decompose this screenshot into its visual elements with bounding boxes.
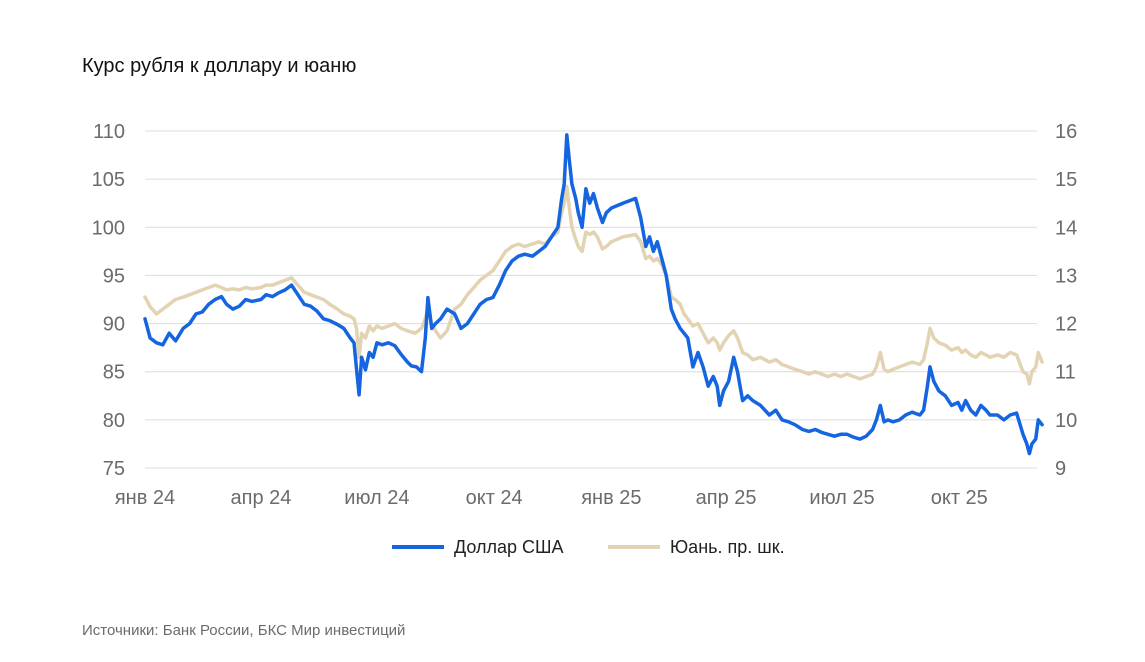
y-left-tick-label: 100 [92,217,125,239]
x-axis: янв 24 апр 24 июл 24 окт 24 янв 25 апр 25 июл … [115,487,988,509]
legend-item-usd: Доллар США [392,537,564,557]
x-tick-label: окт 24 [466,487,523,509]
y-left-tick-label: 105 [92,169,125,191]
series-line-usd [143,133,1044,456]
x-tick-label: июл 25 [809,487,874,509]
grid [145,130,1037,469]
source-note: Источники: Банк России, БКС Мир инвестиц… [82,622,405,639]
y-right-tick-label: 16 [1055,121,1077,143]
x-tick-label: апр 24 [231,487,292,509]
y-left-tick-label: 110 [93,121,125,143]
y-right-axis: 16 15 14 13 12 11 10 9 [1055,121,1077,480]
legend-label-yuan: Юань. пр. шк. [670,537,785,557]
y-left-tick-label: 95 [103,265,125,287]
y-left-tick-label: 75 [103,458,125,480]
y-right-tick-label: 12 [1055,314,1077,336]
legend-item-yuan: Юань. пр. шк. [608,537,785,557]
y-left-axis: 110 105 100 95 90 85 80 75 [92,121,125,480]
legend: Доллар США Юань. пр. шк. [392,537,785,557]
x-tick-label: янв 25 [581,487,641,509]
x-tick-label: апр 25 [696,487,757,509]
y-left-tick-label: 80 [103,410,125,432]
y-right-tick-label: 9 [1055,458,1066,480]
y-left-tick-label: 85 [103,362,125,384]
y-right-tick-label: 15 [1055,169,1077,191]
x-tick-label: июл 24 [344,487,409,509]
chart-title: Курс рубля к доллару и юаню [82,55,356,77]
legend-label-usd: Доллар США [454,537,564,557]
y-right-tick-label: 13 [1055,265,1077,287]
y-left-tick-label: 90 [103,314,125,336]
series-line-yuan [143,184,1044,386]
x-tick-label: окт 25 [931,487,988,509]
y-right-tick-label: 14 [1055,217,1077,239]
y-right-tick-label: 11 [1055,362,1076,384]
x-tick-label: янв 24 [115,487,175,509]
y-right-tick-label: 10 [1055,410,1077,432]
